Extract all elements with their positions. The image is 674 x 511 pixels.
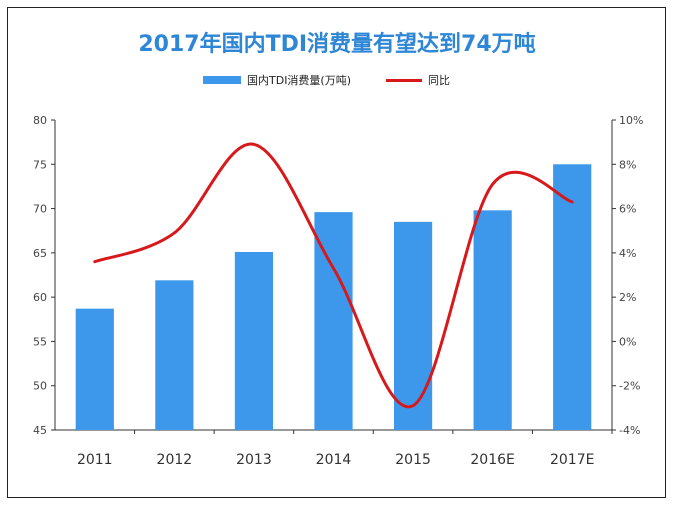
x-tick-label: 2011 (77, 452, 113, 468)
y-tick-label-left: 60 (33, 291, 47, 304)
line-series-yoy (93, 142, 574, 409)
bar (234, 251, 274, 430)
y-tick-label-left: 50 (33, 380, 47, 393)
bar (553, 164, 592, 431)
y-tick-label-right: 6% (619, 203, 636, 216)
legend-label-bar: 国内TDI消费量(万吨) (247, 74, 352, 87)
y-tick-label-left: 80 (33, 114, 47, 127)
bar (473, 210, 512, 430)
y-tick-label-right: 2% (619, 291, 636, 304)
y-tick-label-left: 70 (33, 203, 47, 216)
x-tick-label: 2013 (236, 452, 272, 468)
x-tick-label: 2012 (157, 452, 193, 468)
x-tick-label: 2015 (395, 452, 431, 468)
y-tick-label-right: 4% (619, 247, 636, 260)
bar (155, 280, 194, 430)
y-tick-label-right: 8% (619, 158, 636, 171)
legend-label-line: 同比 (428, 74, 450, 87)
x-tick-label: 2016E (470, 452, 514, 468)
legend: 国内TDI消费量(万吨) 同比 (0, 72, 674, 90)
y-tick-label-right: 10% (619, 114, 643, 127)
bar (393, 221, 433, 430)
y-tick-label-right: -2% (619, 380, 640, 393)
y-tick-label-left: 55 (33, 335, 47, 348)
x-tick-label: 2017E (550, 452, 594, 468)
legend-item-bar: 国内TDI消费量(万吨) (203, 72, 351, 88)
y-tick-label-left: 45 (33, 424, 47, 437)
y-tick-label-left: 75 (33, 158, 47, 171)
y-tick-label-left: 65 (33, 247, 47, 260)
bar (75, 308, 114, 430)
y-tick-label-right: -4% (619, 424, 640, 437)
x-tick-label: 2014 (316, 452, 352, 468)
chart-title: 2017年国内TDI消费量有望达到74万吨 (138, 32, 536, 57)
legend-line-swatch (386, 78, 422, 82)
legend-item-line: 同比 (386, 72, 450, 88)
legend-bar-swatch (203, 76, 241, 84)
y-tick-label-right: 0% (619, 335, 636, 348)
